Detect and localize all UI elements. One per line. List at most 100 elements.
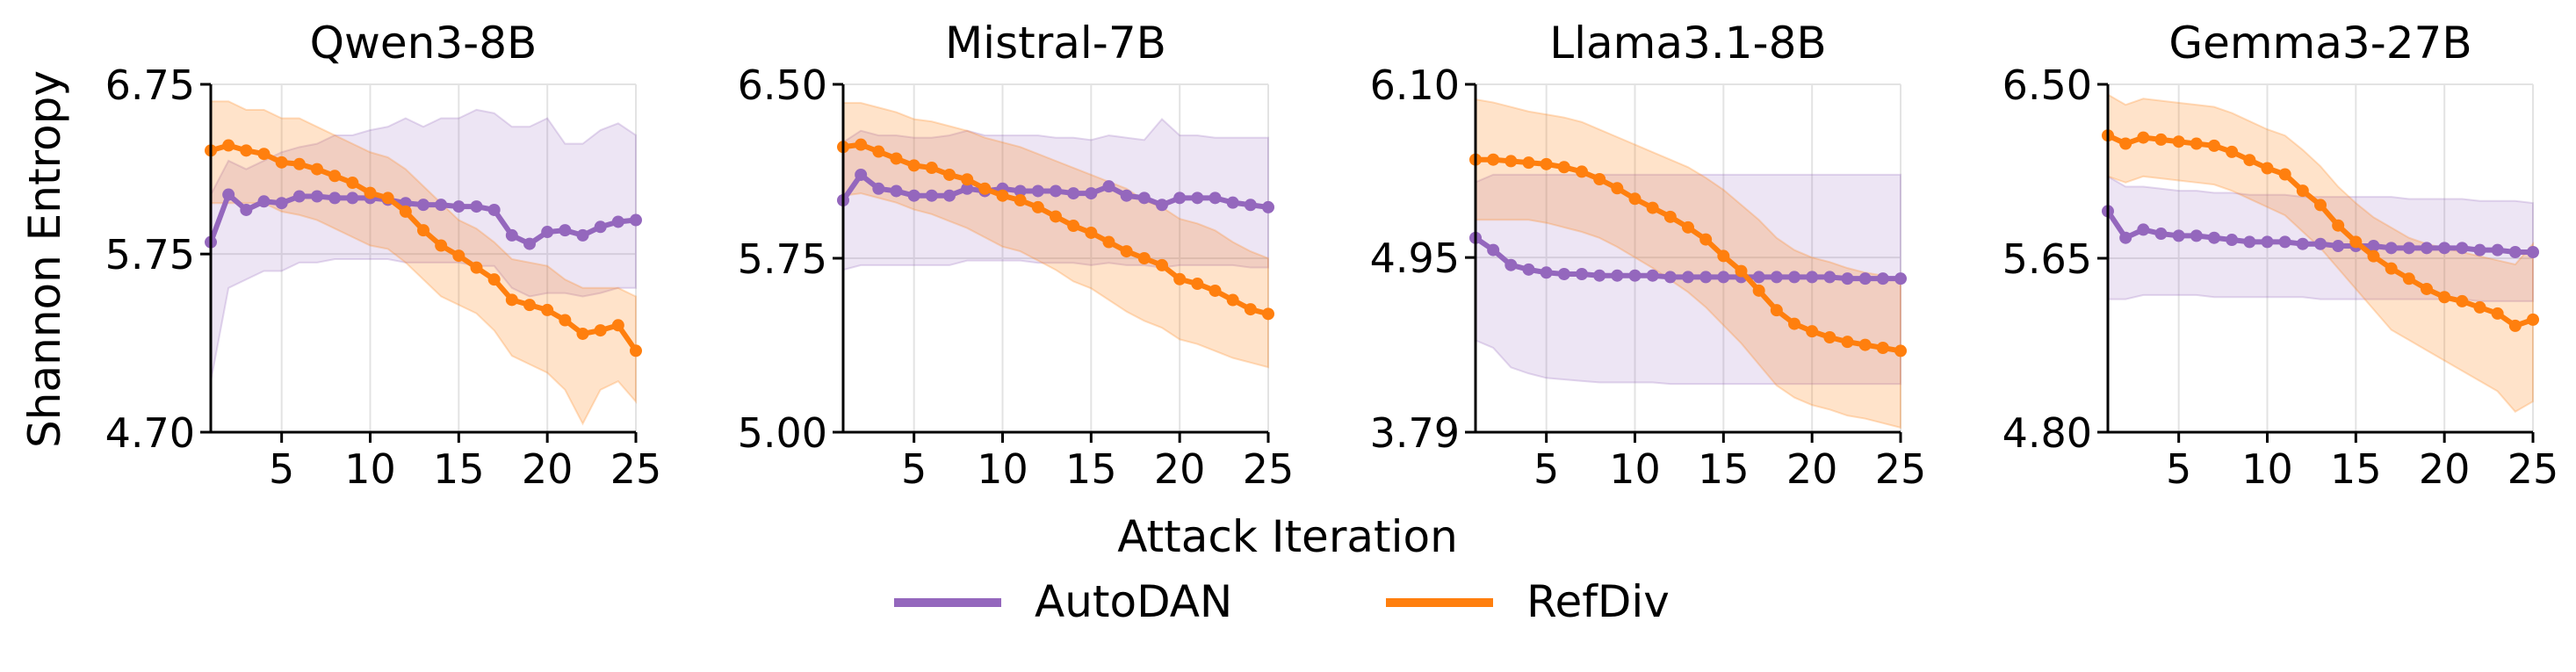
data-point-autodan: [1156, 199, 1168, 212]
data-point-autodan: [311, 190, 323, 203]
data-point-autodan: [1646, 269, 1659, 282]
x-tick-label: 10: [2241, 445, 2293, 493]
legend: AutoDAN RefDiv: [894, 576, 1670, 627]
data-point-autodan: [1120, 189, 1133, 202]
y-tick-label: 6.10: [1370, 61, 1460, 109]
data-point-autodan: [1752, 271, 1765, 284]
data-point-refdiv: [2473, 300, 2486, 314]
data-point-refdiv: [1788, 317, 1800, 330]
legend-item-refdiv[interactable]: RefDiv: [1386, 576, 1670, 627]
data-point-refdiv: [925, 162, 938, 175]
x-tick-label: 20: [1154, 445, 1206, 493]
data-point-refdiv: [630, 344, 642, 358]
data-point-refdiv: [1876, 342, 1889, 354]
x-tick-label: 25: [610, 445, 662, 493]
panel-4: 4.80 5.65 6.50 5 10 15 20 25 Gemma3-27B: [2002, 18, 2559, 493]
data-point-autodan: [2491, 243, 2504, 257]
data-point-autodan: [2385, 242, 2398, 255]
data-point-autodan: [1876, 272, 1889, 285]
x-tick-label: 5: [269, 445, 294, 493]
data-point-autodan: [630, 213, 642, 227]
data-point-refdiv: [505, 293, 518, 307]
data-point-refdiv: [1823, 331, 1836, 343]
data-point-refdiv: [1806, 325, 1819, 338]
data-point-refdiv: [996, 189, 1009, 202]
data-point-refdiv: [855, 138, 868, 151]
data-point-refdiv: [1576, 165, 1588, 178]
data-point-autodan: [1173, 191, 1187, 205]
data-point-autodan: [1788, 271, 1800, 284]
data-point-refdiv: [1262, 307, 1274, 321]
data-point-autodan: [925, 189, 938, 202]
x-tick-label: 5: [2166, 445, 2191, 493]
data-point-autodan: [1576, 268, 1588, 280]
data-point-refdiv: [907, 159, 920, 172]
data-point-autodan: [2367, 240, 2380, 253]
band-refdiv: [2107, 92, 2534, 413]
data-point-autodan: [346, 191, 359, 205]
data-point-autodan: [417, 199, 429, 212]
data-point-refdiv: [1102, 235, 1115, 249]
data-point-autodan: [1770, 271, 1783, 284]
data-point-refdiv: [1682, 220, 1694, 234]
data-point-autodan: [611, 215, 624, 228]
data-point-refdiv: [452, 249, 465, 263]
data-point-refdiv: [2385, 262, 2398, 275]
data-point-refdiv: [594, 324, 607, 337]
data-point-refdiv: [611, 319, 624, 332]
data-point-autodan: [2137, 223, 2150, 236]
data-point-refdiv: [1156, 258, 1168, 271]
data-point-refdiv: [1014, 194, 1027, 206]
data-point-refdiv: [2438, 291, 2451, 304]
data-point-refdiv: [2402, 272, 2415, 285]
data-point-refdiv: [1663, 210, 1677, 223]
data-point-refdiv: [1067, 220, 1080, 233]
y-tick-label: 6.50: [738, 61, 827, 109]
data-point-autodan: [2314, 237, 2327, 250]
data-point-autodan: [2473, 243, 2486, 257]
data-point-autodan: [1699, 271, 1713, 284]
data-point-autodan: [2332, 240, 2345, 253]
data-point-autodan: [1894, 272, 1907, 285]
plot-area: [1469, 83, 1907, 433]
data-point-autodan: [872, 182, 885, 195]
data-point-autodan: [576, 228, 589, 242]
data-point-refdiv: [1031, 200, 1044, 213]
x-tick-label: 20: [1786, 445, 1838, 493]
data-point-refdiv: [978, 182, 992, 195]
data-point-autodan: [470, 200, 483, 213]
panels: 4.70 5.75 6.75 5 10 15 20 25 Qwen3-8B 5.00 5.75 6.5…: [105, 18, 2559, 493]
data-point-refdiv: [2190, 137, 2203, 150]
plot-area: [205, 83, 642, 433]
data-point-refdiv: [2314, 199, 2327, 212]
data-point-autodan: [2154, 228, 2168, 241]
data-point-autodan: [1102, 180, 1115, 193]
data-point-autodan: [855, 168, 868, 181]
data-point-autodan: [559, 224, 572, 237]
data-point-refdiv: [2367, 249, 2380, 263]
data-point-refdiv: [559, 314, 572, 327]
data-point-autodan: [1487, 243, 1500, 257]
y-tick-label: 5.75: [105, 231, 195, 278]
data-point-autodan: [2508, 246, 2522, 259]
data-point-autodan: [1209, 191, 1222, 205]
data-point-refdiv: [2508, 319, 2522, 332]
data-point-autodan: [1628, 269, 1642, 282]
data-point-refdiv: [2119, 137, 2132, 150]
x-tick-label: 10: [977, 445, 1028, 493]
data-point-refdiv: [292, 157, 306, 170]
x-tick-label: 15: [2330, 445, 2382, 493]
y-tick-label: 6.50: [2002, 61, 2092, 109]
data-point-refdiv: [328, 170, 342, 183]
y-tick-label: 4.70: [105, 409, 195, 457]
data-point-refdiv: [1699, 233, 1713, 246]
data-point-autodan: [1823, 271, 1836, 284]
data-point-autodan: [505, 228, 518, 242]
data-point-refdiv: [311, 163, 323, 176]
y-axis-label: Shannon Entropy: [19, 70, 70, 448]
legend-item-autodan[interactable]: AutoDAN: [894, 576, 1232, 627]
band-refdiv: [1475, 98, 1901, 430]
data-point-autodan: [257, 195, 271, 208]
data-point-refdiv: [1120, 245, 1133, 258]
data-point-refdiv: [1050, 210, 1062, 223]
